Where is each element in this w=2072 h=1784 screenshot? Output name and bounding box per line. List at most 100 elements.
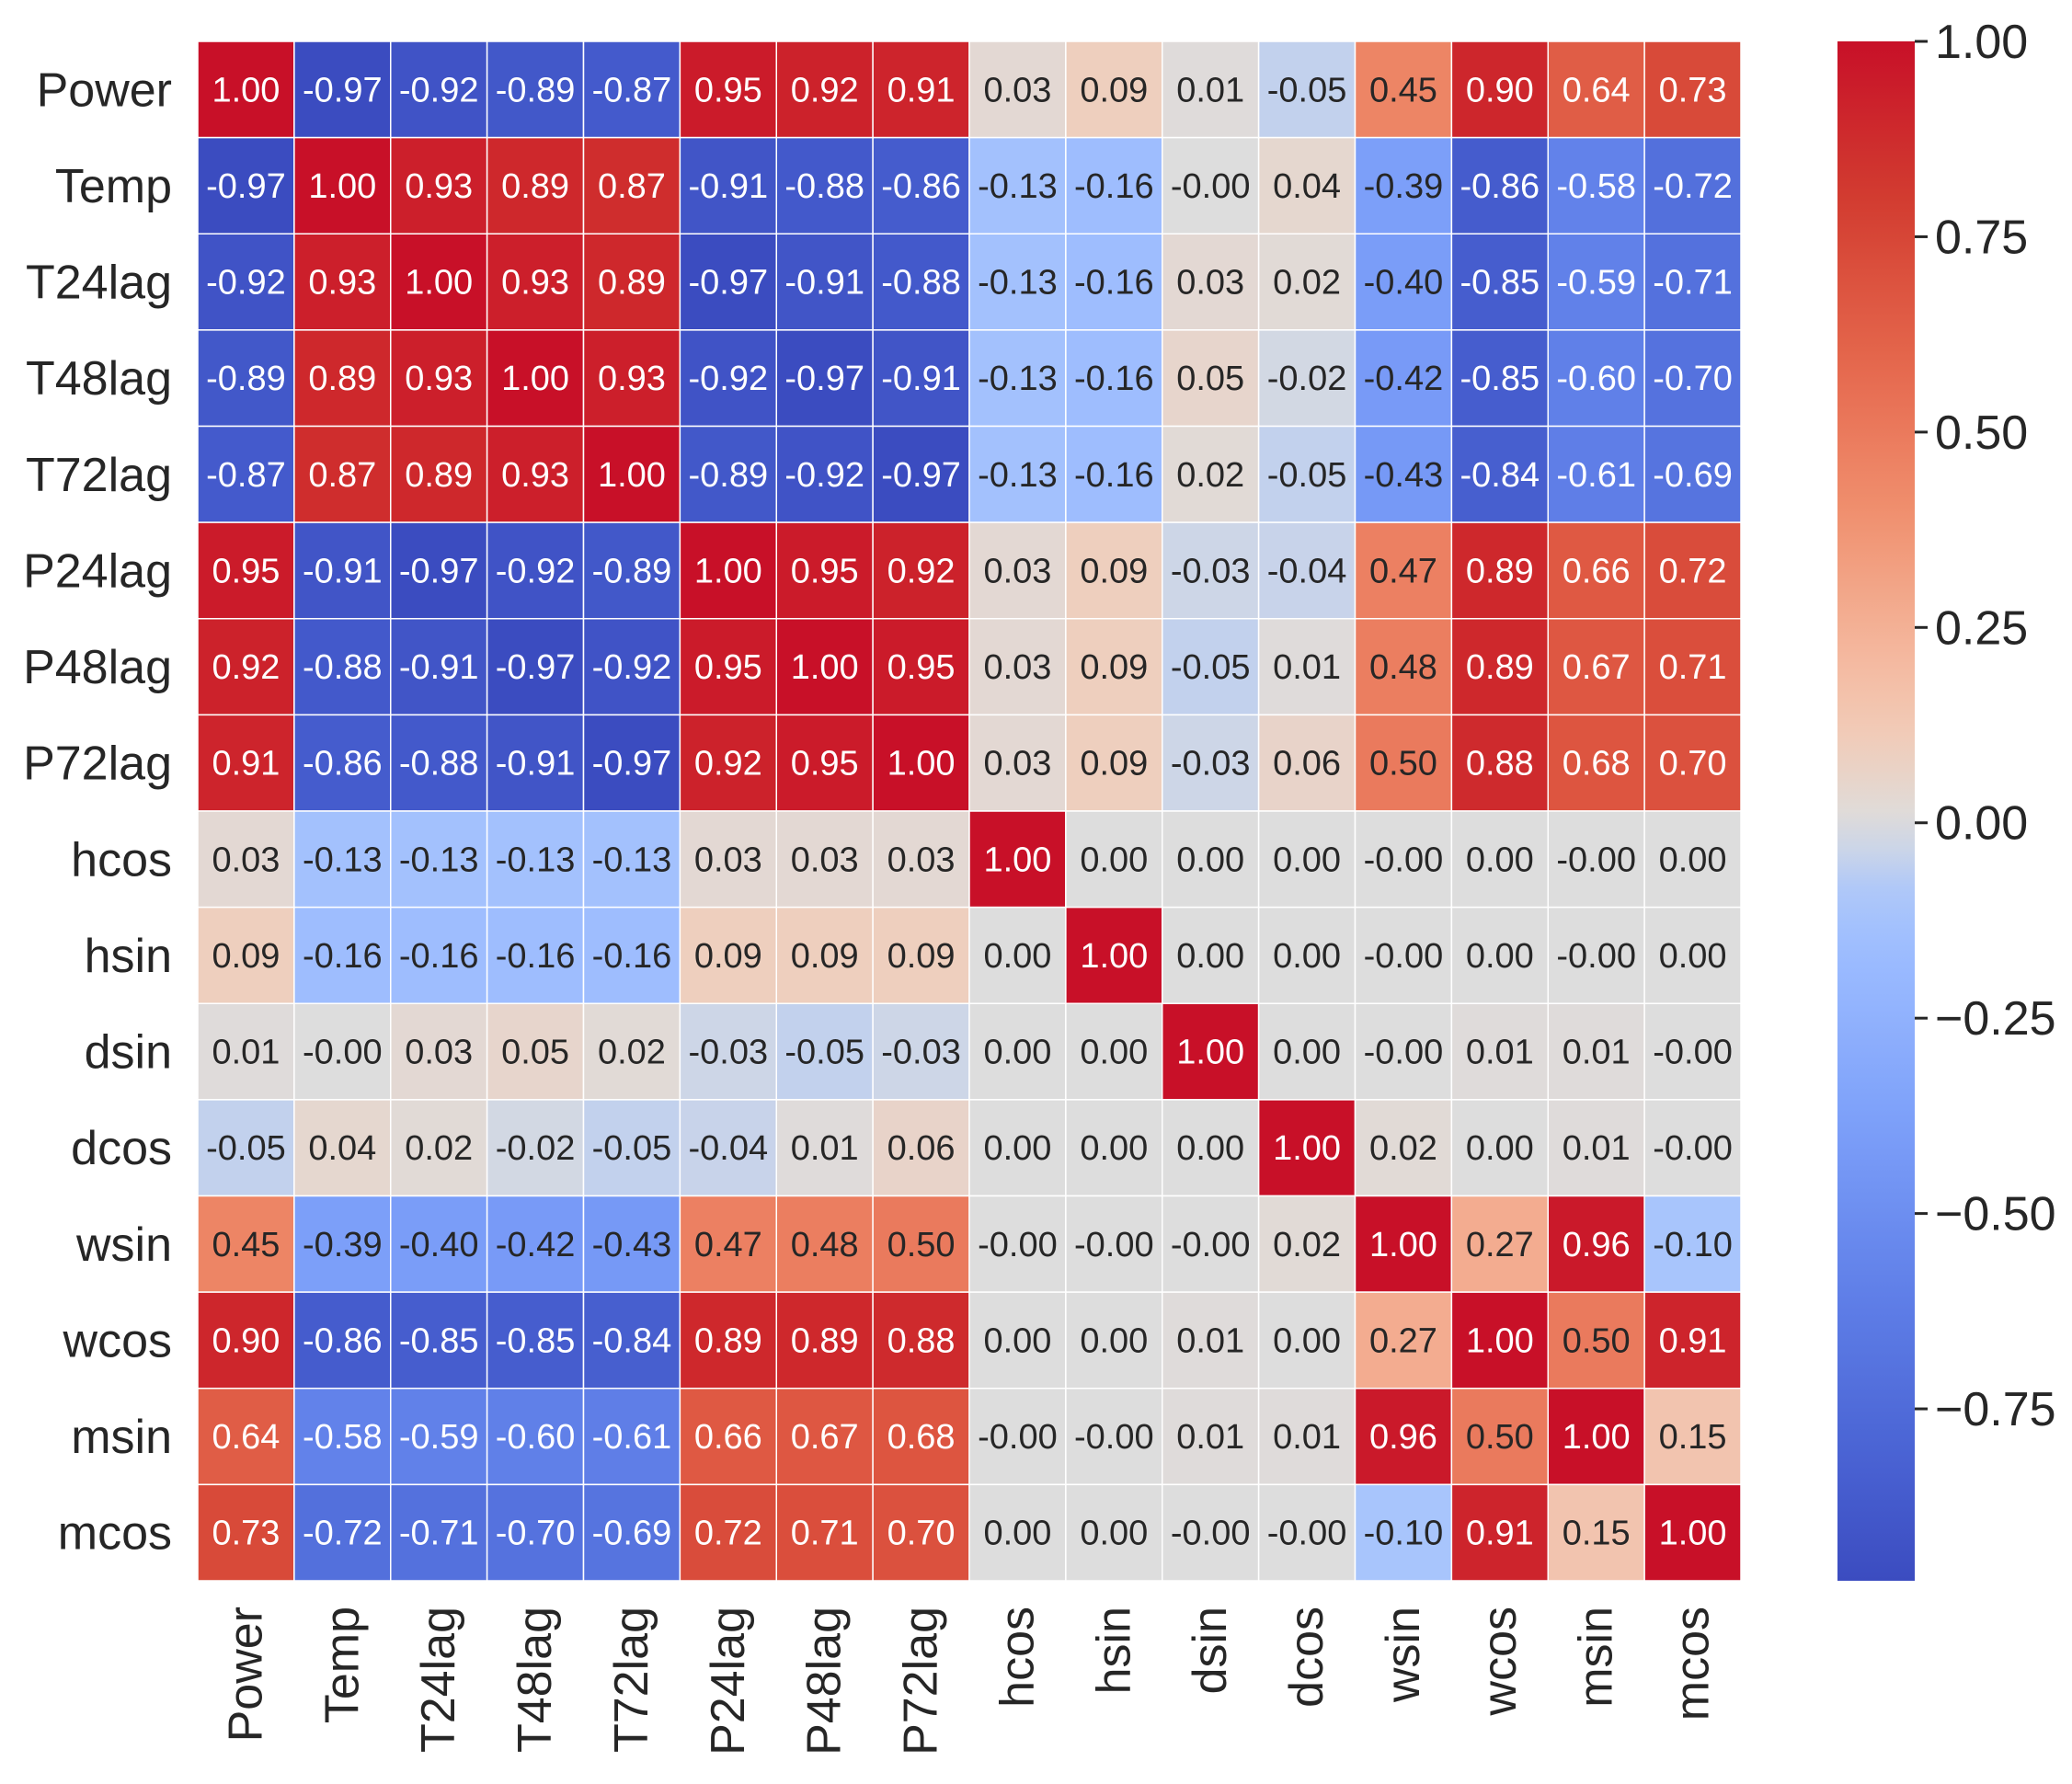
heatmap-cell-dcos-Power [197, 1099, 295, 1197]
heatmap-cell-P48lag-P48lag [775, 618, 874, 716]
heatmap-cell-T48lag-Temp [293, 329, 392, 428]
heatmap-cell-T72lag-P72lag [872, 425, 970, 523]
cell-value-label: -0.40 [399, 1226, 479, 1264]
heatmap-cell-P24lag-dsin [1162, 521, 1260, 620]
y-tick-label: Power [37, 63, 172, 117]
cell-value-label: 0.03 [212, 841, 280, 879]
cell-value-label: -0.00 [1364, 937, 1444, 976]
cell-value-label: 0.03 [983, 745, 1051, 783]
cell-value-label: -0.00 [1171, 1515, 1251, 1553]
cell-value-label: 1.00 [308, 167, 376, 206]
heatmap-cell-mcos-T72lag [582, 1483, 681, 1582]
cell-value-label: 0.95 [694, 71, 762, 109]
cell-value-label: -0.00 [1171, 1226, 1251, 1264]
heatmap-cell-T72lag-wcos [1450, 425, 1549, 523]
cell-value-label: 0.00 [1080, 1034, 1148, 1072]
heatmap-cell-dsin-T24lag [390, 1002, 488, 1101]
x-tick-label: P48lag [798, 1607, 852, 1755]
cell-value-label: -0.43 [592, 1226, 672, 1264]
cell-value-label: -0.86 [303, 745, 383, 783]
cell-value-label: -0.84 [592, 1321, 672, 1360]
y-tick-label: T48lag [26, 352, 172, 406]
x-tick-label: T72lag [605, 1607, 658, 1753]
cell-value-label: 0.05 [501, 1034, 569, 1072]
cell-value-label: 0.66 [694, 1418, 762, 1457]
heatmap-cell-wcos-P72lag [872, 1291, 970, 1389]
cell-value-label: 0.00 [1273, 1034, 1341, 1072]
cell-value-label: 0.95 [694, 648, 762, 687]
heatmap-cell-dsin-mcos [1643, 1002, 1742, 1101]
cell-value-label: 0.06 [1273, 745, 1341, 783]
cell-value-label: 0.93 [501, 264, 569, 303]
cell-value-label: -0.61 [592, 1418, 672, 1457]
cell-value-label: -0.88 [399, 745, 479, 783]
cell-value-label: 1.00 [694, 552, 762, 590]
cell-value-label: 0.47 [1369, 552, 1437, 590]
heatmap-cell-Temp-hcos [968, 136, 1067, 234]
cell-value-label: 0.89 [598, 264, 666, 303]
cell-value-label: -0.71 [1653, 264, 1733, 303]
heatmap-cell-Temp-dcos [1257, 136, 1357, 234]
cell-value-label: -0.02 [1267, 360, 1347, 398]
cell-value-label: -0.97 [784, 360, 864, 398]
cell-value-label: -0.00 [1074, 1418, 1154, 1457]
heatmap-cell-hsin-dcos [1257, 906, 1357, 1004]
cell-value-label: -0.40 [1364, 264, 1444, 303]
heatmap-cell-dsin-dcos [1257, 1002, 1357, 1101]
x-tick-label: Power [219, 1607, 272, 1742]
cell-value-label: -0.88 [303, 648, 383, 687]
heatmap-cell-P24lag-P72lag [872, 521, 970, 620]
heatmap-cell-mcos-dcos [1257, 1483, 1357, 1582]
heatmap-cell-P24lag-T24lag [390, 521, 488, 620]
heatmap-cell-mcos-P48lag [775, 1483, 874, 1582]
heatmap-cell-Power-P72lag [872, 40, 970, 139]
cell-value-label: 0.03 [887, 841, 956, 879]
cell-value-label: 0.00 [1080, 841, 1148, 879]
cell-value-label: 0.96 [1369, 1418, 1437, 1457]
colorbar-tick-label: 0.75 [1935, 211, 2028, 264]
heatmap-cell-P24lag-mcos [1643, 521, 1742, 620]
heatmap-cell-T48lag-P72lag [872, 329, 970, 428]
heatmap-cell-dsin-msin [1547, 1002, 1645, 1101]
heatmap-cell-msin-P24lag [679, 1388, 777, 1486]
heatmap-cell-P48lag-T24lag [390, 618, 488, 716]
heatmap-cell-T24lag-P24lag [679, 233, 777, 331]
heatmap-cell-T24lag-T24lag [390, 233, 488, 331]
y-tick-label: msin [71, 1411, 172, 1464]
heatmap-cell-P48lag-hcos [968, 618, 1067, 716]
cell-value-label: -0.89 [496, 71, 576, 109]
cell-value-label: -0.00 [978, 1418, 1058, 1457]
heatmap-cell-P24lag-msin [1547, 521, 1645, 620]
heatmap-cell-hcos-msin [1547, 810, 1645, 909]
cell-value-label: 0.09 [1080, 552, 1148, 590]
heatmap-cell-P24lag-P48lag [775, 521, 874, 620]
heatmap-cell-Temp-T72lag [582, 136, 681, 234]
cell-value-label: 0.66 [1563, 552, 1631, 590]
heatmap-cell-T72lag-hcos [968, 425, 1067, 523]
cell-value-label: 0.92 [887, 552, 956, 590]
heatmap-cell-dsin-P24lag [679, 1002, 777, 1101]
cell-value-label: -0.85 [496, 1321, 576, 1360]
cell-value-label: 0.89 [1466, 648, 1534, 687]
cell-value-label: -0.00 [1364, 841, 1444, 879]
colorbar-gradient [1837, 41, 1915, 1581]
heatmap-cell-T72lag-dcos [1257, 425, 1357, 523]
heatmap-cell-hcos-Power [197, 810, 295, 909]
y-tick-label: P48lag [23, 641, 172, 694]
cell-value-label: 0.70 [1659, 745, 1727, 783]
cell-value-label: -0.16 [592, 937, 672, 976]
cell-value-label: 1.00 [1563, 1418, 1631, 1457]
heatmap-cell-dcos-P24lag [679, 1099, 777, 1197]
heatmap-cell-hcos-dsin [1162, 810, 1260, 909]
heatmap-cell-dsin-P72lag [872, 1002, 970, 1101]
cell-value-label: 0.00 [1080, 1129, 1148, 1168]
heatmap-cell-dsin-Power [197, 1002, 295, 1101]
cell-value-label: -0.58 [1556, 167, 1636, 206]
heatmap-cell-wsin-Temp [293, 1195, 392, 1293]
cell-value-label: -0.92 [689, 360, 769, 398]
heatmap-cell-hcos-P24lag [679, 810, 777, 909]
heatmap-cell-wcos-wsin [1354, 1291, 1453, 1389]
cell-value-label: 0.93 [598, 360, 666, 398]
cell-value-label: 0.02 [1176, 456, 1244, 495]
heatmap-cell-P48lag-wcos [1450, 618, 1549, 716]
